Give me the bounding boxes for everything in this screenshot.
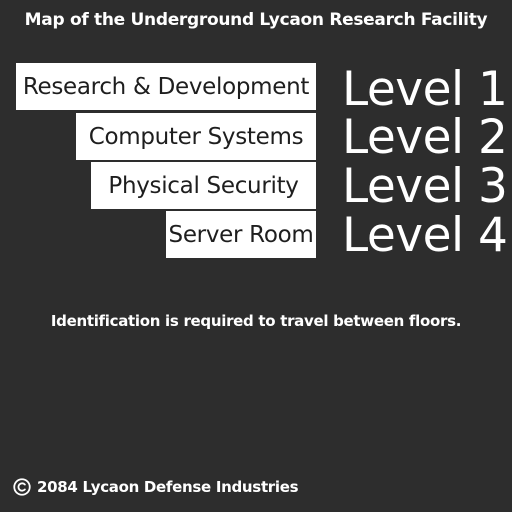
level-label-1: Level 1: [342, 62, 508, 117]
level-label-4: Level 4: [342, 208, 508, 263]
copyright-icon: [13, 478, 31, 496]
department-label-computer-systems: Computer Systems: [76, 113, 316, 160]
department-label-server-room: Server Room: [166, 211, 316, 258]
department-label-physical-security: Physical Security: [91, 162, 316, 209]
page-title: Map of the Underground Lycaon Research F…: [24, 10, 488, 30]
access-notice: Identification is required to travel bet…: [50, 312, 462, 330]
copyright-text: 2084 Lycaon Defense Industries: [37, 478, 299, 496]
footer: 2084 Lycaon Defense Industries: [13, 476, 299, 498]
level-label-2: Level 2: [342, 110, 508, 165]
level-label-3: Level 3: [342, 159, 508, 214]
department-label-research-development: Research & Development: [16, 63, 316, 110]
